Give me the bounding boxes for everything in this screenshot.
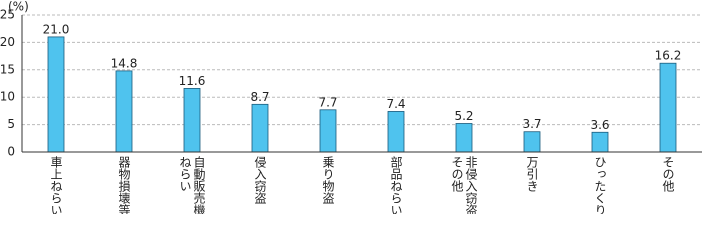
unit-label: (%) [8,0,29,14]
y-tick-label: 15 [0,62,15,76]
y-tick-label: 0 [7,145,15,159]
value-label: 5.2 [454,109,473,123]
value-label: 7.4 [386,97,405,111]
x-tick-label: 非侵入窃盗その他 [450,156,478,214]
x-tick-label: 万引き [525,156,539,192]
x-tick-label: 乗り物盗 [321,156,335,204]
x-tick-label-box: 侵入窃盗 [253,156,267,204]
bar [455,123,473,153]
y-tick-label: 5 [7,117,15,131]
x-tick-label: 車上ねらい [49,156,63,214]
bar [659,62,677,153]
bar [523,131,541,153]
x-tick-label-box: 部品ねらい [389,156,403,214]
x-tick-label: 部品ねらい [389,156,403,214]
x-tick-label: 侵入窃盗 [253,156,267,204]
x-tick-label-box: 非侵入窃盗その他 [450,156,478,214]
value-label: 14.8 [111,56,138,70]
x-tick-label-box: 車上ねらい [49,156,63,214]
bar [183,88,201,153]
value-label: 16.2 [655,49,682,63]
value-label: 8.7 [250,90,269,104]
value-label: 21.0 [43,22,70,36]
bar [115,70,133,153]
value-label: 11.6 [179,74,206,88]
x-tick-label: 器物損壊等 [117,156,131,214]
bar [251,103,269,153]
y-tick-label: 20 [0,35,15,49]
x-tick-label-box: 器物損壊等 [117,156,131,214]
value-label: 3.6 [590,118,609,132]
x-tick-label: その他 [661,156,675,192]
bar [387,111,405,153]
x-tick-label-box: 自動販売機ねらい [178,156,206,214]
x-tick-label-box: 乗り物盗 [321,156,335,204]
chart: (%) 0 5 10 15 20 25 21.0 車上ねらい 14.8 器物損壊等 11.6 自動販売… [0,0,702,214]
y-tick-label: 10 [0,90,15,104]
x-tick-label-box: ひったくり [593,156,607,214]
x-tick-label: 自動販売機ねらい [178,156,206,214]
value-label: 7.7 [318,95,337,109]
value-label: 3.7 [522,117,541,131]
x-tick-label-box: 万引き [525,156,539,192]
y-tick-label: 25 [0,8,15,22]
x-tick-label: ひったくり [593,156,607,214]
bar [47,36,65,153]
bar [319,109,337,153]
x-tick-label-box: その他 [661,156,675,192]
bar [591,131,609,153]
